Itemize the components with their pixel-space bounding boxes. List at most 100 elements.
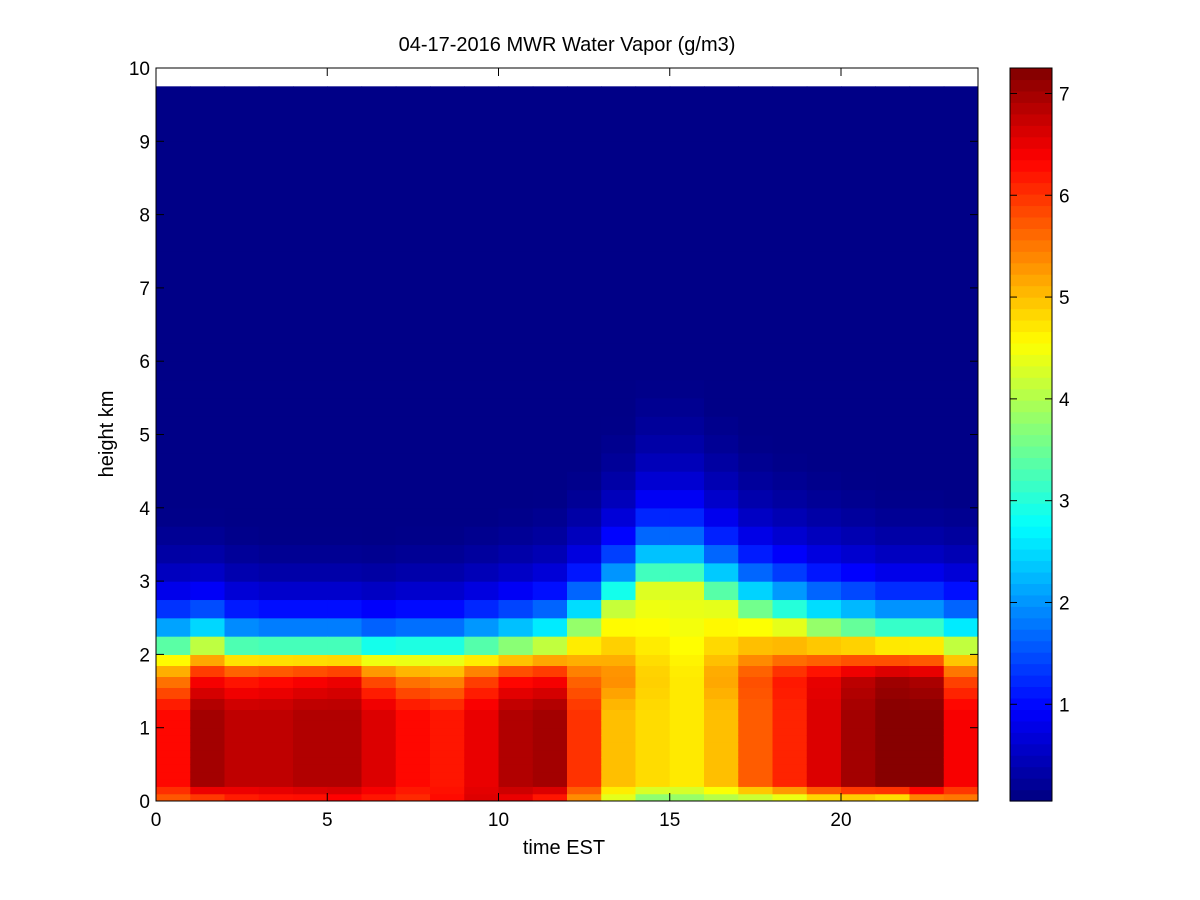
heatmap-cell	[293, 306, 328, 326]
heatmap-cell	[841, 636, 876, 655]
heatmap-cell	[224, 665, 260, 677]
heatmap-cell	[635, 379, 671, 399]
heatmap-cell	[190, 287, 226, 307]
heatmap-cell	[567, 434, 602, 454]
heatmap-cell	[361, 86, 397, 106]
heatmap-cell	[943, 306, 978, 326]
heatmap-cell	[909, 214, 945, 252]
heatmap-cell	[841, 361, 876, 381]
heatmap-cell	[395, 727, 431, 736]
heatmap-cell	[601, 727, 637, 736]
heatmap-cell	[361, 251, 397, 289]
heatmap-cell	[669, 177, 705, 216]
heatmap-cell	[293, 757, 328, 765]
heatmap-cell	[669, 104, 705, 142]
heatmap-cell	[806, 214, 842, 252]
colorbar-band	[1010, 743, 1052, 756]
heatmap-cell	[772, 452, 808, 472]
heatmap-cell	[704, 104, 739, 142]
heatmap-cell	[669, 379, 705, 399]
heatmap-cell	[806, 452, 842, 472]
heatmap-cell	[293, 141, 328, 179]
heatmap-cell	[258, 771, 294, 780]
heatmap-cell	[669, 306, 705, 326]
heatmap-cell	[293, 214, 328, 252]
heatmap-cell	[224, 397, 260, 417]
colorbar-band	[1010, 686, 1052, 699]
heatmap-cell	[327, 141, 363, 179]
heatmap-cell	[738, 177, 774, 216]
heatmap-cell	[293, 735, 328, 743]
heatmap-cell	[293, 727, 328, 736]
colorbar-band	[1010, 457, 1052, 470]
heatmap-cell	[943, 177, 978, 216]
colorbar-band	[1010, 262, 1052, 275]
heatmap-cell	[567, 416, 602, 436]
heatmap-cell	[841, 471, 876, 491]
heatmap-cell	[190, 544, 226, 564]
heatmap-cell	[806, 324, 842, 344]
heatmap-cell	[327, 434, 363, 454]
heatmap-cell	[464, 617, 500, 637]
colorbar-tick-label: 1	[1059, 695, 1070, 716]
heatmap-cell	[704, 214, 739, 252]
heatmap-cell	[738, 324, 774, 344]
heatmap-cell	[567, 771, 602, 780]
heatmap-cell	[361, 709, 397, 721]
heatmap-cell	[772, 617, 808, 637]
heatmap-cell	[841, 771, 876, 780]
colorbar-band	[1010, 297, 1052, 310]
heatmap-cell	[875, 361, 911, 381]
y-tick-label: 0	[139, 792, 150, 813]
x-tick-label: 20	[830, 810, 851, 831]
heatmap-cell	[430, 720, 465, 729]
colorbar-band	[1010, 354, 1052, 367]
heatmap-cell	[293, 676, 328, 688]
heatmap-cell	[293, 287, 328, 307]
heatmap-cell	[704, 434, 739, 454]
heatmap-cell	[532, 416, 568, 436]
heatmap-cell	[635, 452, 671, 472]
heatmap-cell	[224, 379, 260, 399]
heatmap-cell	[258, 709, 294, 721]
heatmap-cell	[498, 687, 534, 699]
heatmap-cell	[875, 507, 911, 527]
heatmap-cell	[772, 786, 808, 795]
heatmap-cell	[704, 526, 739, 546]
heatmap-cell	[224, 177, 260, 216]
heatmap-cell	[601, 793, 637, 801]
heatmap-cell	[704, 720, 739, 729]
heatmap-cell	[327, 727, 363, 736]
heatmap-cell	[224, 86, 260, 106]
heatmap-cell	[190, 757, 226, 765]
heatmap-cell	[841, 709, 876, 721]
heatmap-cell	[498, 471, 534, 491]
colorbar-band	[1010, 445, 1052, 458]
heatmap-cell	[258, 764, 294, 773]
heatmap-cell	[601, 676, 637, 688]
heatmap-cell	[293, 489, 328, 509]
heatmap-cell	[430, 342, 465, 362]
heatmap-cell	[841, 507, 876, 527]
heatmap-cell	[875, 397, 911, 417]
heatmap-cell	[567, 544, 602, 564]
heatmap-cell	[669, 742, 705, 751]
heatmap-cell	[430, 562, 465, 582]
heatmap-cell	[532, 654, 568, 666]
heatmap-cell	[943, 287, 978, 307]
heatmap-cell	[875, 617, 911, 637]
heatmap-cell	[806, 361, 842, 381]
colorbar-band	[1010, 663, 1052, 676]
heatmap-cell	[772, 342, 808, 362]
heatmap-cell	[498, 771, 534, 780]
heatmap-cell	[430, 757, 465, 765]
heatmap-cell	[909, 720, 945, 729]
y-tick-label: 2	[139, 645, 150, 666]
heatmap-cell	[567, 342, 602, 362]
heatmap-cell	[875, 757, 911, 765]
heatmap-cell	[704, 452, 739, 472]
heatmap-cell	[772, 306, 808, 326]
heatmap-cell	[190, 687, 226, 699]
heatmap-cell	[635, 526, 671, 546]
heatmap-cell	[669, 654, 705, 666]
